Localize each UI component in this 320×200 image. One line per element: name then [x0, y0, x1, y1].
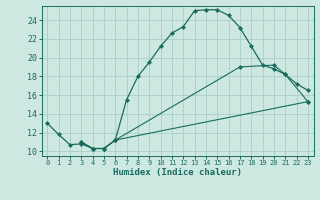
X-axis label: Humidex (Indice chaleur): Humidex (Indice chaleur): [113, 168, 242, 177]
